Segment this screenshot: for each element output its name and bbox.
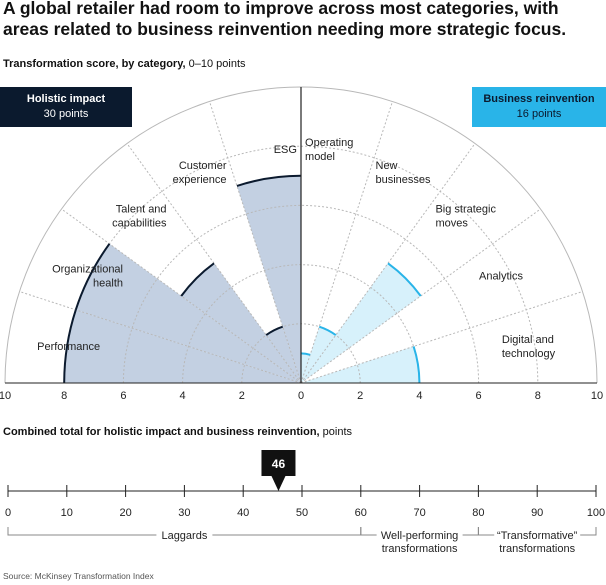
source-note: Source: McKinsey Transformation Index xyxy=(3,571,154,581)
radial-tick-label: 0 xyxy=(298,390,304,402)
polar-subtitle-bold: Transformation score, by category, xyxy=(3,58,186,70)
category-label-2: Talent and capabilities xyxy=(112,204,167,230)
bar-edge-2 xyxy=(180,262,215,297)
radial-tick-label-right: 4 xyxy=(416,390,422,402)
bar-edge-1 xyxy=(74,243,111,311)
sector-reinvention-6 xyxy=(301,326,336,383)
category-label-5: Operating model xyxy=(305,137,353,163)
scale-tick-label: 20 xyxy=(119,507,131,519)
radial-tick-label-left: 10 xyxy=(0,390,11,402)
business-reinvention-title: Business reinvention xyxy=(483,93,595,105)
business-reinvention-box: Business reinvention 16 points xyxy=(472,87,606,127)
polar-subtitle-rest: 0–10 points xyxy=(185,58,246,70)
radial-tick-label-left: 6 xyxy=(120,390,126,402)
polar-subtitle: Transformation score, by category, 0–10 … xyxy=(3,58,246,70)
sector-holistic-4 xyxy=(236,175,301,383)
bar-edge-9 xyxy=(412,346,421,384)
bar-edge-7 xyxy=(387,262,422,297)
grid-radial-line xyxy=(61,208,302,384)
category-label-6: New businesses xyxy=(376,160,432,186)
chart-title: A global retailer had room to improve ac… xyxy=(3,0,567,39)
sector-holistic-1 xyxy=(75,243,301,383)
sector-holistic-0 xyxy=(64,309,301,383)
category-label-3: Customer experience xyxy=(173,160,227,186)
radial-tick-label-left: 8 xyxy=(61,390,67,402)
grid-radial-line xyxy=(300,291,583,384)
scale-tick-label: 0 xyxy=(5,507,11,519)
sector-reinvention-5 xyxy=(301,353,311,383)
category-label-1: Organizational health xyxy=(52,264,123,290)
combined-total-scale: 0 10 20 30 40 50 60 70 80 90 100 Laggards Well-perfo… xyxy=(5,450,605,555)
range-label-2: “Transformative” transformations xyxy=(497,530,578,555)
range-bracket-2 xyxy=(477,527,597,536)
scale-caption-bold: Combined total for holistic impact and b… xyxy=(3,426,320,438)
sector-holistic-2 xyxy=(181,263,301,383)
grid-arc-6 xyxy=(122,204,480,384)
range-label-1: Well-performing transformations xyxy=(381,530,458,555)
category-label-0: Performance xyxy=(37,341,100,353)
grid-radial-line xyxy=(300,143,476,384)
grid-radial-line xyxy=(300,101,393,384)
category-label-9: Digital and technology xyxy=(502,334,556,360)
scale-tick-label: 30 xyxy=(178,507,190,519)
category-label-4: ESG xyxy=(274,144,297,156)
score-marker-pointer xyxy=(271,476,286,491)
radial-tick-label-left: 2 xyxy=(239,390,245,402)
score-marker-label: 46 xyxy=(272,457,286,471)
scale-tick-label: 10 xyxy=(61,507,73,519)
scale-tick-label: 40 xyxy=(237,507,249,519)
bar-edge-6 xyxy=(318,325,337,336)
radial-tick-label-right: 8 xyxy=(535,390,541,402)
business-reinvention-value: 16 points xyxy=(516,108,562,120)
scale-caption: Combined total for holistic impact and b… xyxy=(3,426,352,438)
grid-radial-line xyxy=(19,291,302,384)
radial-tick-label-right: 6 xyxy=(476,390,482,402)
radial-tick-label-right: 10 xyxy=(591,390,603,402)
category-label-8: Analytics xyxy=(479,271,524,283)
scale-tick-label: 90 xyxy=(531,507,543,519)
grid-radial-line xyxy=(126,143,302,384)
grid-radial-line xyxy=(209,101,302,384)
bar-edge-0 xyxy=(63,309,77,384)
grid-arc-8 xyxy=(63,145,539,384)
scale-tick-label: 50 xyxy=(296,507,308,519)
scale-tick-label: 60 xyxy=(355,507,367,519)
radial-tick-label-right: 2 xyxy=(357,390,363,402)
sector-holistic-3 xyxy=(266,326,301,383)
grid-radial-line xyxy=(300,208,541,384)
bar-edge-3 xyxy=(265,325,284,336)
scale-caption-rest: points xyxy=(319,426,353,438)
category-label-7: Big strategic moves xyxy=(435,204,496,230)
score-marker-box xyxy=(261,450,296,476)
bar-edge-4 xyxy=(236,174,302,187)
scale-tick-label: 80 xyxy=(472,507,484,519)
score-marker: 46 xyxy=(261,450,296,491)
holistic-impact-title: Holistic impact xyxy=(26,93,106,105)
holistic-impact-value: 30 points xyxy=(43,108,89,120)
sector-reinvention-7 xyxy=(301,263,421,383)
holistic-impact-box: Holistic impact 30 points xyxy=(0,87,132,127)
polar-bar-chart: Performance Organizational health Talent an… xyxy=(0,86,603,402)
sector-reinvention-9 xyxy=(301,346,420,383)
radial-tick-label-left: 4 xyxy=(180,390,186,402)
scale-tick-label: 100 xyxy=(587,507,605,519)
scale-tick-label: 70 xyxy=(413,507,425,519)
range-label-0: Laggards xyxy=(161,530,207,542)
